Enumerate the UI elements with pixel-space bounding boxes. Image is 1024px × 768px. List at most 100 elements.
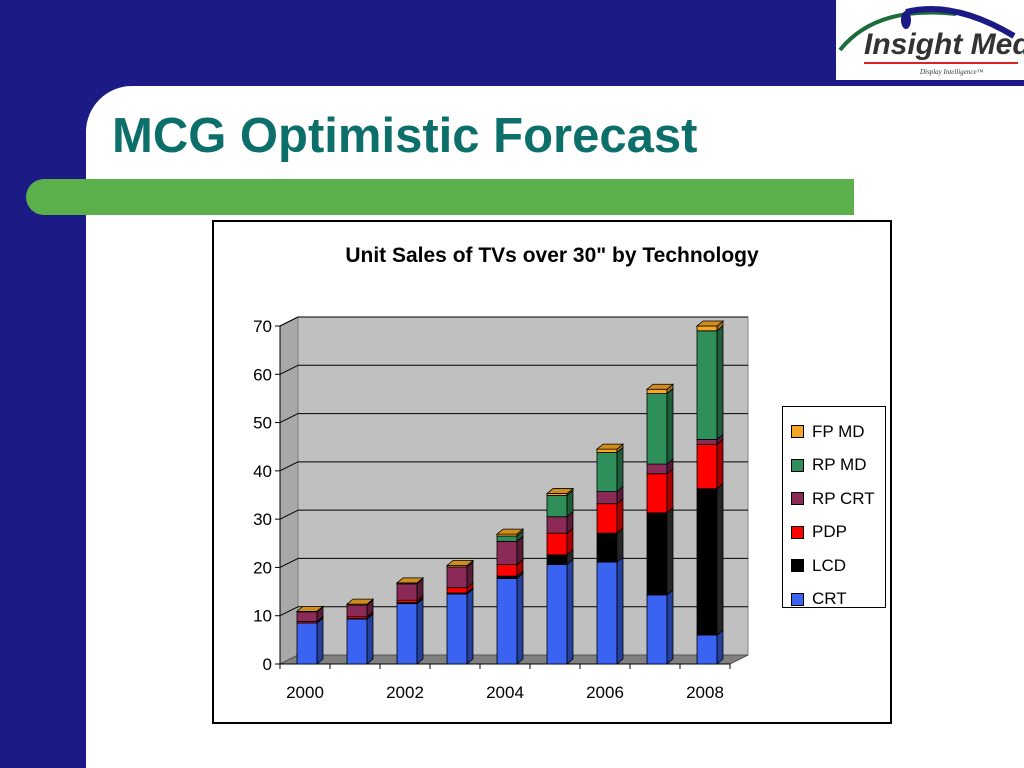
- legend-label: RP CRT: [812, 488, 875, 508]
- bar-segment: [646, 388, 668, 395]
- bar-top: [295, 605, 325, 612]
- bar-segment: [446, 566, 468, 589]
- legend-label: PDP: [812, 522, 847, 542]
- logo: Insight Media Display Intelligence™: [836, 0, 1024, 80]
- title-underline-bar: [26, 179, 854, 215]
- bar-segment: [346, 618, 368, 665]
- bar-segment: [696, 439, 718, 445]
- legend-label: LCD: [812, 555, 847, 575]
- y-tick-label: 70: [253, 317, 272, 336]
- bar-segment: [346, 604, 368, 618]
- bar-segment: [546, 554, 568, 565]
- gridline-side: [279, 509, 299, 520]
- bar-segment-side: [666, 387, 674, 465]
- gridline-side: [279, 364, 299, 375]
- y-tick-label: 30: [253, 510, 272, 529]
- gridline-side: [279, 316, 299, 327]
- x-tick-label: 2002: [386, 683, 424, 702]
- y-tick-label: 10: [253, 607, 272, 626]
- bar-top: [345, 598, 375, 605]
- bar-segment-side: [716, 629, 724, 665]
- bar-segment: [396, 603, 418, 665]
- legend-label: FP MD: [812, 421, 865, 441]
- y-tick-label: 50: [253, 414, 272, 433]
- bar-segment: [646, 594, 668, 665]
- bar-top: [645, 383, 675, 390]
- chart-side-wall: [279, 316, 299, 665]
- insight-media-logo-icon: Insight Media Display Intelligence™: [838, 6, 1024, 76]
- legend-item: FP MD: [783, 415, 885, 449]
- bar-segment-side: [716, 324, 724, 441]
- bar-segment-side: [616, 446, 624, 493]
- bar-segment: [596, 448, 618, 453]
- gridline-side: [279, 557, 299, 568]
- bar-segment: [496, 535, 518, 542]
- legend-item: RP CRT: [783, 482, 885, 516]
- legend-swatch: [791, 525, 804, 539]
- bar-segment: [646, 393, 668, 465]
- bar-segment: [696, 488, 718, 636]
- bar-segment: [546, 532, 568, 556]
- legend-item: CRT: [783, 583, 885, 617]
- bar-segment: [496, 564, 518, 577]
- bar-segment-side: [316, 617, 324, 665]
- bar-segment: [296, 611, 318, 622]
- x-tick-label: 2006: [586, 683, 624, 702]
- bar-segment: [446, 587, 468, 594]
- legend-item: LCD: [783, 549, 885, 583]
- bar-segment-side: [466, 588, 474, 665]
- bar-segment-side: [616, 556, 624, 665]
- y-tick-label: 0: [263, 655, 272, 674]
- bar-chart: 0 10 20 30 40 50 60 70 2000 2002 2004 2006 2008: [253, 316, 749, 702]
- logo-tagline: Display Intelligence™: [919, 68, 984, 76]
- bar-segment-side: [566, 558, 574, 665]
- bar-top: [445, 560, 475, 566]
- bar-segment: [546, 564, 568, 665]
- bar-segment-side: [666, 467, 674, 514]
- gridline-side: [279, 413, 299, 424]
- bar-segment-side: [366, 613, 374, 665]
- y-tick-label: 40: [253, 462, 272, 481]
- bar-segment: [496, 540, 518, 565]
- bar-segment-side: [716, 482, 724, 636]
- bar-top: [495, 528, 525, 535]
- gridline-side: [279, 606, 299, 617]
- bar-segment: [696, 325, 718, 332]
- legend-item: PDP: [783, 516, 885, 550]
- bar-segment: [646, 463, 668, 475]
- gridline-side: [279, 461, 299, 472]
- legend-swatch: [791, 458, 804, 472]
- bar-segment: [596, 561, 618, 665]
- legend-label: CRT: [812, 589, 847, 609]
- chart-legend: FP MD RP MD RP CRT PDP LCD CRT: [782, 406, 886, 608]
- y-tick-label: 60: [253, 365, 272, 384]
- bar-segment-side: [716, 438, 724, 490]
- x-tick-label: 2008: [686, 683, 724, 702]
- bar-segment: [596, 503, 618, 534]
- bar-segment: [646, 512, 668, 596]
- bar-segment-side: [416, 597, 424, 665]
- bar-segment: [696, 443, 718, 490]
- legend-swatch: [791, 425, 804, 439]
- bar-segment: [696, 634, 718, 665]
- bar-segment: [596, 491, 618, 505]
- chart-frame: Unit Sales of TVs over 30" by Technology…: [212, 220, 892, 724]
- y-tick-label: 20: [253, 558, 272, 577]
- bar-segment: [296, 622, 318, 665]
- bar-segment: [546, 516, 568, 534]
- bar-segment-side: [666, 589, 674, 665]
- x-tick-label: 2000: [286, 683, 324, 702]
- x-tick-label: 2004: [486, 683, 524, 702]
- bar-segment: [546, 495, 568, 518]
- bar-top: [595, 443, 625, 450]
- legend-swatch: [791, 559, 804, 573]
- bar-segment: [496, 578, 518, 665]
- bar-segment-side: [616, 497, 624, 534]
- bar-segment: [446, 593, 468, 665]
- bar-segment: [396, 583, 418, 601]
- bar-segment-side: [666, 507, 674, 596]
- chart-title: Unit Sales of TVs over 30" by Technology: [345, 244, 759, 267]
- bar-segment-side: [616, 527, 624, 563]
- bar-segment: [596, 532, 618, 563]
- bar-segment: [596, 452, 618, 493]
